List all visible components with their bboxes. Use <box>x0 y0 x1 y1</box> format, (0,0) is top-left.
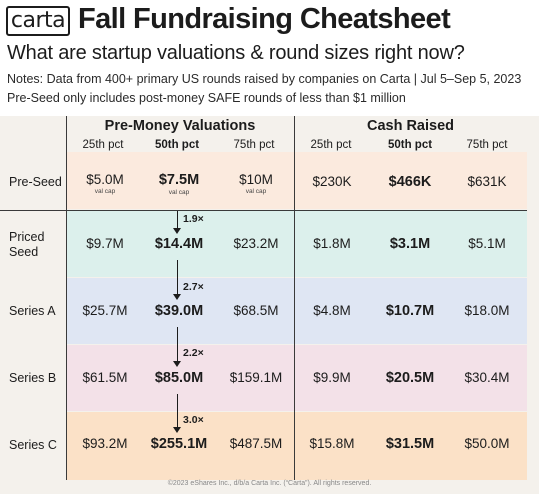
pre-seed-divider <box>0 210 527 211</box>
cell-series-b-cash-p50: $20.5M <box>385 370 435 386</box>
growth-arrow-head <box>173 294 181 300</box>
multiplier-label: 2.2× <box>183 347 204 359</box>
cell-priced-seed-cash-p75: $5.1M <box>468 236 506 251</box>
col-header-val-p50: 50th pct <box>154 139 200 151</box>
cell-series-c-cash-p75: $50.0M <box>464 436 510 451</box>
row-band-series-a <box>66 278 527 344</box>
copyright-footer: ©2023 eShares Inc., d/b/a Carta Inc. (“C… <box>167 480 372 487</box>
cell-series-a-val-p25: $25.7M <box>82 303 128 318</box>
cell-series-b-val-p75: $159.1M <box>229 370 283 385</box>
group-header-valuations: Pre-Money Valuations <box>104 118 256 134</box>
page-subtitle: What are startup valuations & round size… <box>7 42 465 64</box>
growth-arrow-shaft <box>177 327 178 363</box>
growth-arrow-head <box>173 361 181 367</box>
growth-arrow-shaft <box>177 211 178 230</box>
cell-priced-seed-val-p25: $9.7M <box>86 236 124 251</box>
growth-arrow-shaft <box>177 394 178 429</box>
cell-pre-seed-cash-p50: $466K <box>388 174 432 190</box>
row-label-series-a: Series A <box>9 304 56 318</box>
cell-series-b-cash-p75: $30.4M <box>464 370 510 385</box>
row-band-priced-seed <box>66 210 527 277</box>
row-label-priced-seed: Priced Seed <box>9 230 45 259</box>
carta-logo: carta <box>6 6 70 36</box>
multiplier-label: 2.7× <box>183 281 204 293</box>
cell-series-b-val-p25: $61.5M <box>82 370 128 385</box>
col-header-val-p75: 75th pct <box>233 139 275 151</box>
val-cap-note: val cap <box>94 188 116 195</box>
row-band-series-c <box>66 412 527 480</box>
cell-priced-seed-val-p50: $14.4M <box>154 236 204 252</box>
cell-series-b-val-p50: $85.0M <box>154 370 204 386</box>
cell-series-b-cash-p25: $9.9M <box>313 370 351 385</box>
col-header-cash-p25: 25th pct <box>310 139 352 151</box>
cell-series-a-cash-p25: $4.8M <box>313 303 351 318</box>
cell-priced-seed-cash-p50: $3.1M <box>389 236 431 252</box>
cell-priced-seed-cash-p25: $1.8M <box>313 236 351 251</box>
cell-series-c-val-p25: $93.2M <box>82 436 128 451</box>
col-header-cash-p75: 75th pct <box>466 139 508 151</box>
cell-pre-seed-cash-p75: $631K <box>467 174 507 189</box>
val-cap-note: val cap <box>245 188 267 195</box>
cell-value: $7.5M <box>158 172 200 188</box>
cell-pre-seed-val-p25: $5.0M val cap <box>67 172 143 195</box>
cell-value: $5.0M <box>86 172 124 187</box>
row-band-pre-seed <box>66 152 527 209</box>
cell-series-c-val-p50: $255.1M <box>150 436 208 452</box>
cell-pre-seed-val-p50: $7.5M val cap <box>141 172 217 196</box>
group-header-cash: Cash Raised <box>366 118 455 134</box>
multiplier-label: 1.9× <box>183 213 204 225</box>
growth-arrow-head <box>173 228 181 234</box>
val-cap-note: val cap <box>168 189 190 196</box>
cell-series-a-val-p50: $39.0M <box>154 303 204 319</box>
cell-series-a-cash-p75: $18.0M <box>464 303 510 318</box>
row-band-series-b <box>66 345 527 411</box>
group-divider <box>294 116 295 480</box>
growth-arrow-head <box>173 427 181 433</box>
cell-series-a-cash-p50: $10.7M <box>385 303 435 319</box>
cell-value: $10M <box>239 172 273 187</box>
cell-priced-seed-val-p75: $23.2M <box>233 236 279 251</box>
page-title: Fall Fundraising Cheatsheet <box>78 3 451 35</box>
cell-series-c-cash-p50: $31.5M <box>385 436 435 452</box>
cell-pre-seed-cash-p25: $230K <box>312 174 352 189</box>
multiplier-label: 3.0× <box>183 414 204 426</box>
row-label-series-b: Series B <box>9 371 57 385</box>
cell-pre-seed-val-p75: $10M val cap <box>218 172 294 195</box>
col-header-val-p25: 25th pct <box>82 139 124 151</box>
cell-series-a-val-p75: $68.5M <box>233 303 279 318</box>
cell-series-c-val-p75: $487.5M <box>229 436 283 451</box>
cell-series-c-cash-p25: $15.8M <box>309 436 355 451</box>
row-label-series-c: Series C <box>9 438 57 452</box>
growth-arrow-shaft <box>177 260 178 296</box>
note-line-1: Notes: Data from 400+ primary US rounds … <box>7 72 522 86</box>
note-line-2: Pre-Seed only includes post-money SAFE r… <box>7 91 406 105</box>
row-label-pre-seed: Pre-Seed <box>9 175 62 189</box>
header: carta Fall Fundraising Cheatsheet What a… <box>0 0 539 116</box>
row-label-divider <box>66 116 67 480</box>
col-header-cash-p50: 50th pct <box>387 139 433 151</box>
